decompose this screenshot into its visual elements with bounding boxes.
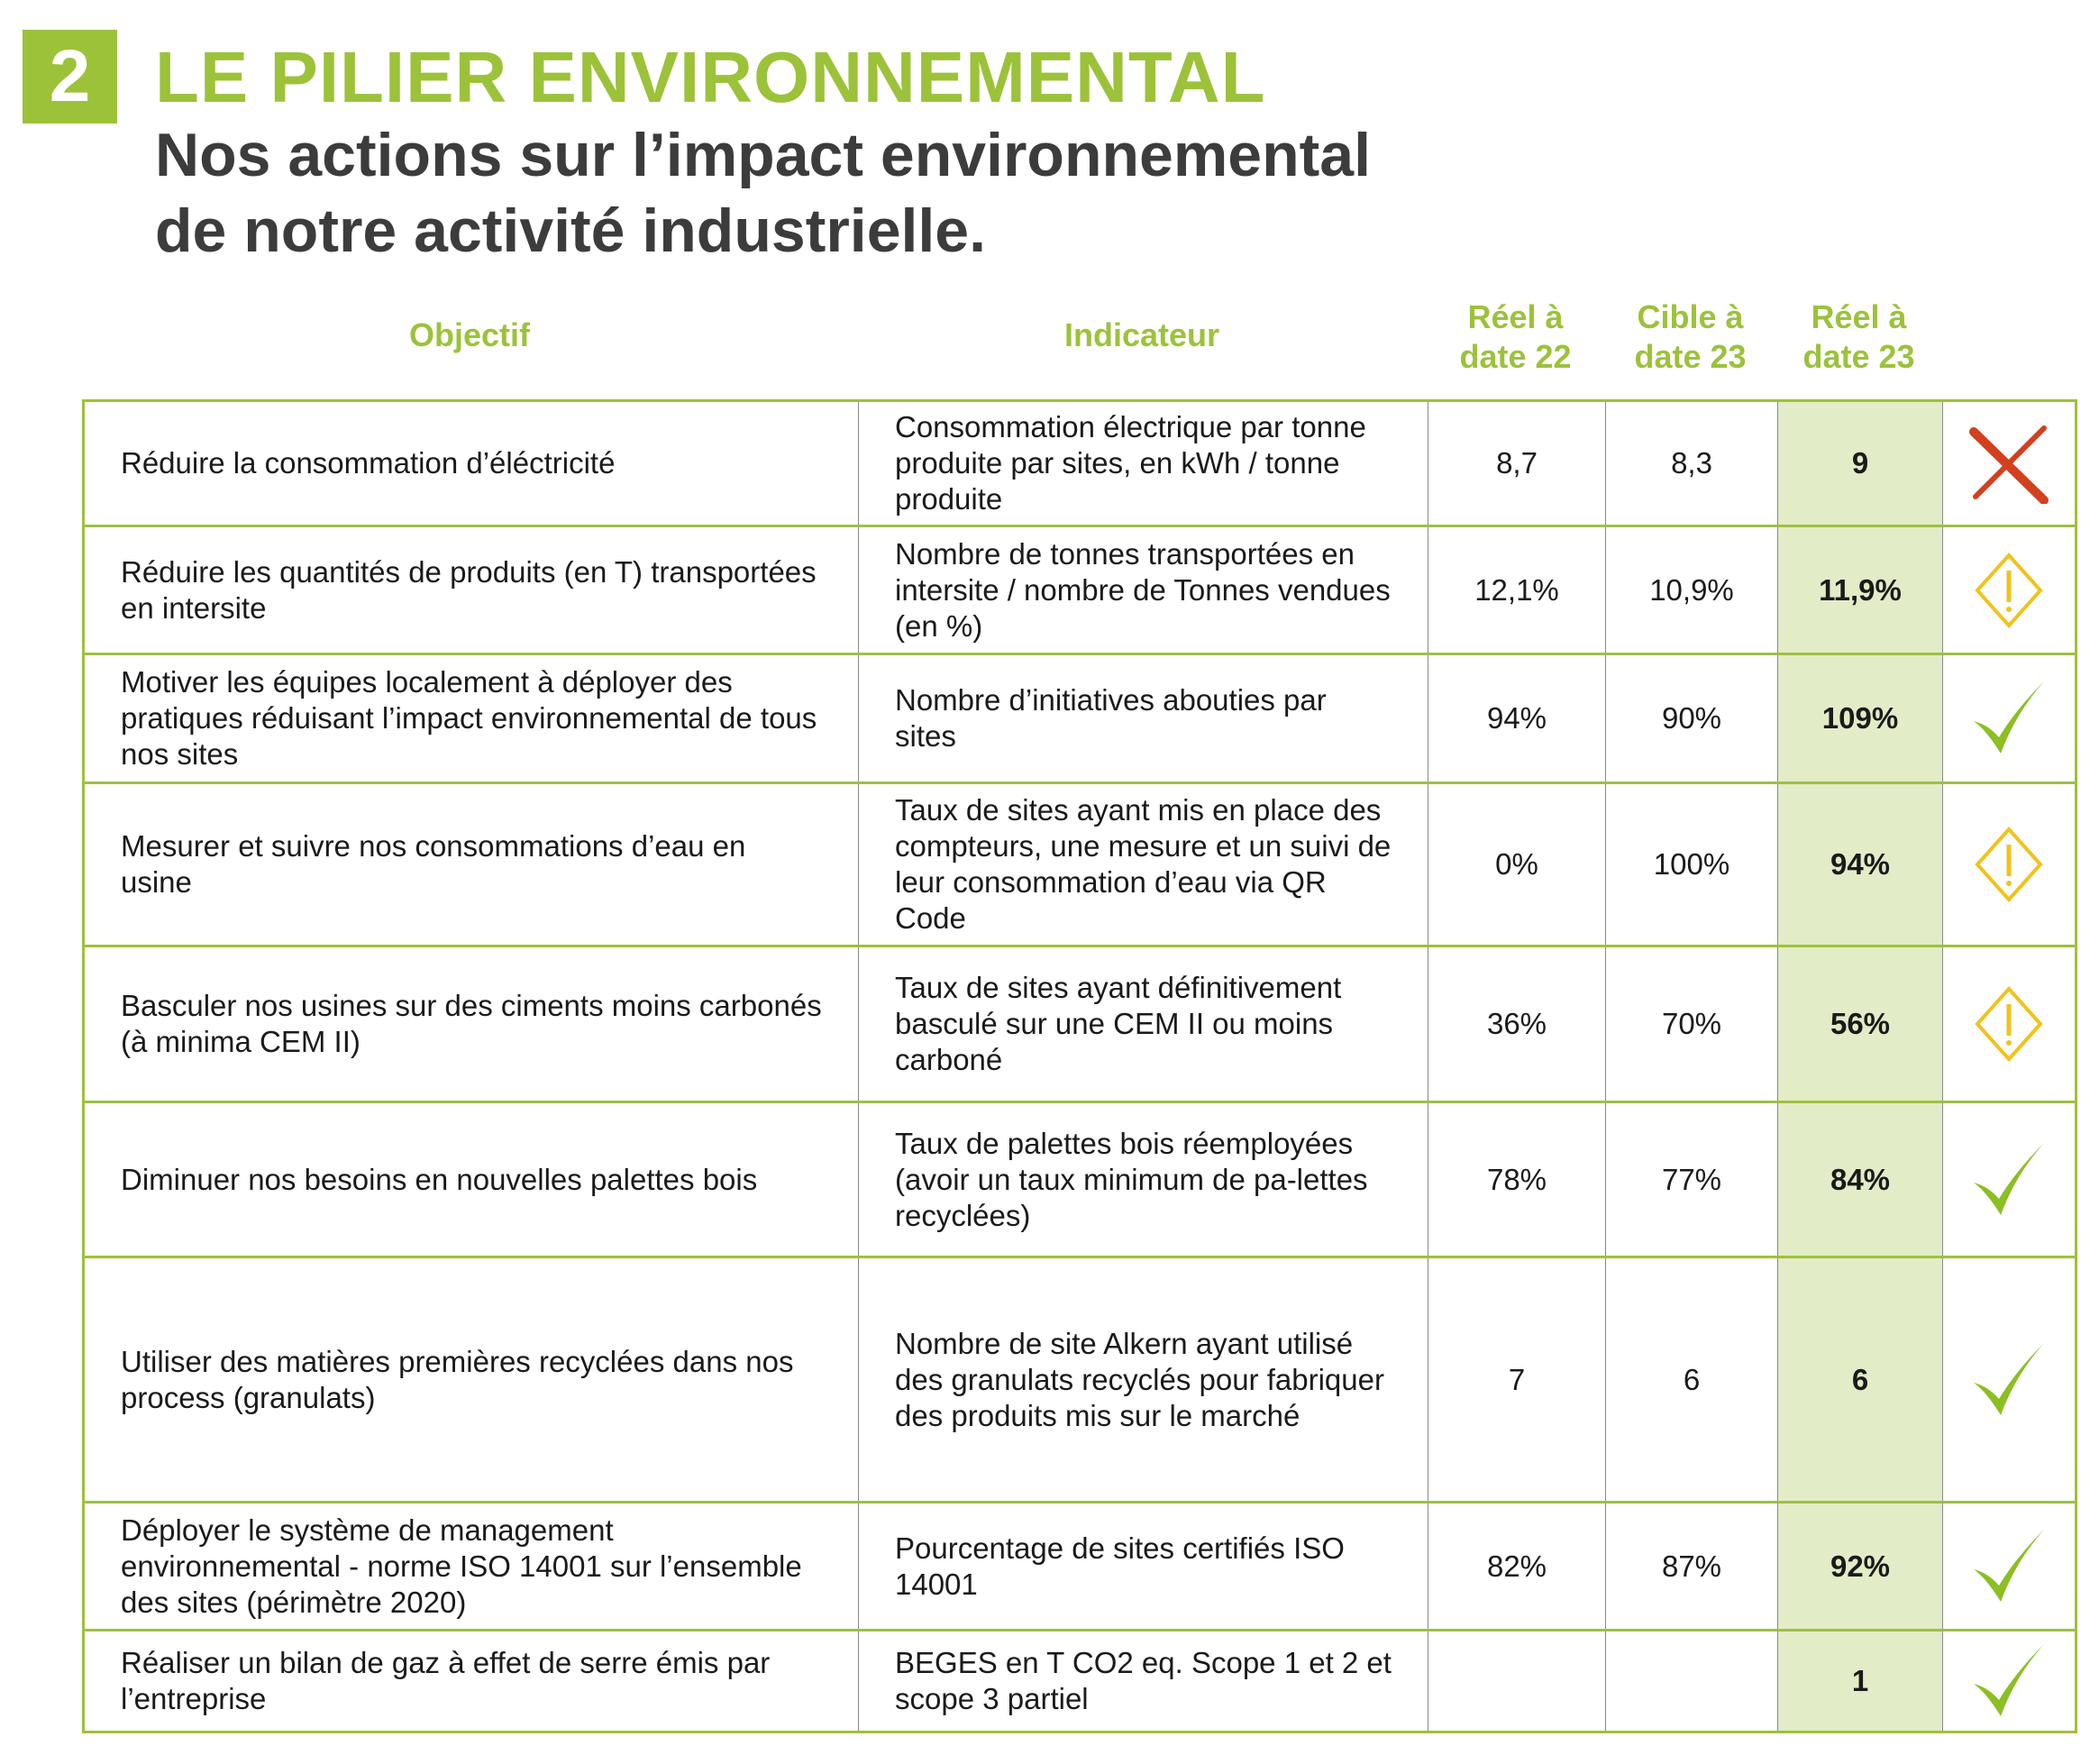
- status-cell: [1942, 781, 2077, 947]
- status-cell: [1942, 1101, 2077, 1258]
- objectif-cell: Basculer nos usines sur des ciments moin…: [82, 945, 859, 1103]
- indicateur-cell: BEGES en T CO2 eq. Scope 1 et 2 et scope…: [858, 1629, 1428, 1733]
- table-row: Réaliser un bilan de gaz à effet de serr…: [82, 1629, 2077, 1733]
- reel-22-cell: 36%: [1428, 945, 1606, 1103]
- objectif-cell: Réduire la consommation d’éléctricité: [82, 399, 859, 527]
- header-reel-22: Réel à date 22: [1427, 297, 1604, 377]
- cible-23-cell: 90%: [1605, 653, 1778, 784]
- reel-22-cell: 12,1%: [1428, 525, 1606, 655]
- check-icon: [1943, 678, 2075, 759]
- table-row: Motiver les équipes localement à déploye…: [82, 653, 2077, 784]
- header-line: date 23: [1634, 338, 1747, 375]
- reel-22-cell: 0%: [1428, 781, 1606, 947]
- cible-23-cell: [1605, 1629, 1778, 1733]
- table-row: Basculer nos usines sur des ciments moin…: [82, 945, 2077, 1103]
- subtitle-line: Nos actions sur l’impact environnemental: [155, 121, 1372, 189]
- reel-23-cell: 84%: [1777, 1101, 1943, 1258]
- reel-23-cell: 9: [1777, 399, 1943, 527]
- table-row: Diminuer nos besoins en nouvelles palett…: [82, 1101, 2077, 1258]
- reel-23-cell: 11,9%: [1777, 525, 1943, 655]
- header-line: date 22: [1459, 338, 1572, 375]
- objectif-cell: Mesurer et suivre nos consommations d’ea…: [82, 781, 859, 947]
- warning-icon: [1943, 827, 2075, 902]
- indicateur-cell: Nombre de site Alkern ayant utilisé des …: [858, 1256, 1428, 1504]
- cible-23-cell: 100%: [1605, 781, 1778, 947]
- status-cell: [1942, 653, 2077, 784]
- status-cell: [1942, 525, 2077, 655]
- table-row: Réduire la consommation d’éléctricité Co…: [82, 399, 2077, 527]
- reel-22-cell: 7: [1428, 1256, 1606, 1504]
- reel-23-cell: 56%: [1777, 945, 1943, 1103]
- header-reel-23: Réel à date 23: [1776, 297, 1941, 377]
- reel-23-cell: 6: [1777, 1256, 1943, 1504]
- check-icon: [1943, 1526, 2075, 1607]
- indicateur-cell: Taux de sites ayant définitivement bascu…: [858, 945, 1428, 1103]
- reel-22-cell: 78%: [1428, 1101, 1606, 1258]
- warning-icon: [1943, 986, 2075, 1062]
- cible-23-cell: 77%: [1605, 1101, 1778, 1258]
- objectif-cell: Réduire les quantités de produits (en T)…: [82, 525, 859, 655]
- check-icon: [1943, 1339, 2075, 1421]
- indicateur-cell: Nombre d’initiatives abouties par sites: [858, 653, 1428, 784]
- cible-23-cell: 70%: [1605, 945, 1778, 1103]
- objectives-table: Réduire la consommation d’éléctricité Co…: [82, 399, 2077, 1733]
- page-title: LE PILIER ENVIRONNEMENTAL: [155, 37, 1266, 117]
- header-line: Cible à: [1637, 298, 1744, 335]
- check-icon: [1943, 1139, 2075, 1220]
- header-indicateur: Indicateur: [1063, 316, 1220, 353]
- table-row: Réduire les quantités de produits (en T)…: [82, 525, 2077, 655]
- header-cible-23: Cible à date 23: [1604, 297, 1776, 377]
- reel-22-cell: [1428, 1629, 1606, 1733]
- table-row: Mesurer et suivre nos consommations d’ea…: [82, 781, 2077, 947]
- reel-23-cell: 109%: [1777, 653, 1943, 784]
- reel-23-cell: 1: [1777, 1629, 1943, 1733]
- cible-23-cell: 6: [1605, 1256, 1778, 1504]
- header-line: date 23: [1802, 338, 1915, 375]
- reel-22-cell: 94%: [1428, 653, 1606, 784]
- objectif-cell: Utiliser des matières premières recyclée…: [82, 1256, 859, 1504]
- objectif-cell: Déployer le système de management enviro…: [82, 1501, 859, 1631]
- status-cell: [1942, 1256, 2077, 1504]
- status-cell: [1942, 1501, 2077, 1631]
- indicateur-cell: Consommation électrique par tonne produi…: [858, 399, 1428, 527]
- objectif-cell: Réaliser un bilan de gaz à effet de serr…: [82, 1629, 859, 1733]
- status-cell: [1942, 399, 2077, 527]
- objectif-cell: Motiver les équipes localement à déploye…: [82, 653, 859, 784]
- indicateur-cell: Nombre de tonnes transportées en intersi…: [858, 525, 1428, 655]
- cible-23-cell: 8,3: [1605, 399, 1778, 527]
- reel-22-cell: 82%: [1428, 1501, 1606, 1631]
- header-objectif: Objectif: [408, 316, 530, 353]
- header-line: Réel à: [1467, 298, 1564, 335]
- page-subtitle: Nos actions sur l’impact environnemental…: [155, 117, 1597, 269]
- warning-icon: [1943, 552, 2075, 628]
- status-cell: [1942, 1629, 2077, 1733]
- cible-23-cell: 87%: [1605, 1501, 1778, 1631]
- indicateur-cell: Pourcentage de sites certifiés ISO 14001: [858, 1501, 1428, 1631]
- indicateur-cell: Taux de sites ayant mis en place des com…: [858, 781, 1428, 947]
- reel-22-cell: 8,7: [1428, 399, 1606, 527]
- cible-23-cell: 10,9%: [1605, 525, 1778, 655]
- header-line: Réel à: [1811, 298, 1907, 335]
- reel-23-cell: 94%: [1777, 781, 1943, 947]
- objectif-cell: Diminuer nos besoins en nouvelles palett…: [82, 1101, 859, 1258]
- section-number-badge: 2: [23, 30, 117, 123]
- table-row: Utiliser des matières premières recyclée…: [82, 1256, 2077, 1504]
- indicateur-cell: Taux de palettes bois réemployées (avoir…: [858, 1101, 1428, 1258]
- status-cell: [1942, 945, 2077, 1103]
- subtitle-line: de notre activité industrielle.: [155, 197, 987, 265]
- reel-23-cell: 92%: [1777, 1501, 1943, 1631]
- cross-icon: [1943, 423, 2075, 504]
- check-icon: [1943, 1641, 2075, 1722]
- table-row: Déployer le système de management enviro…: [82, 1501, 2077, 1631]
